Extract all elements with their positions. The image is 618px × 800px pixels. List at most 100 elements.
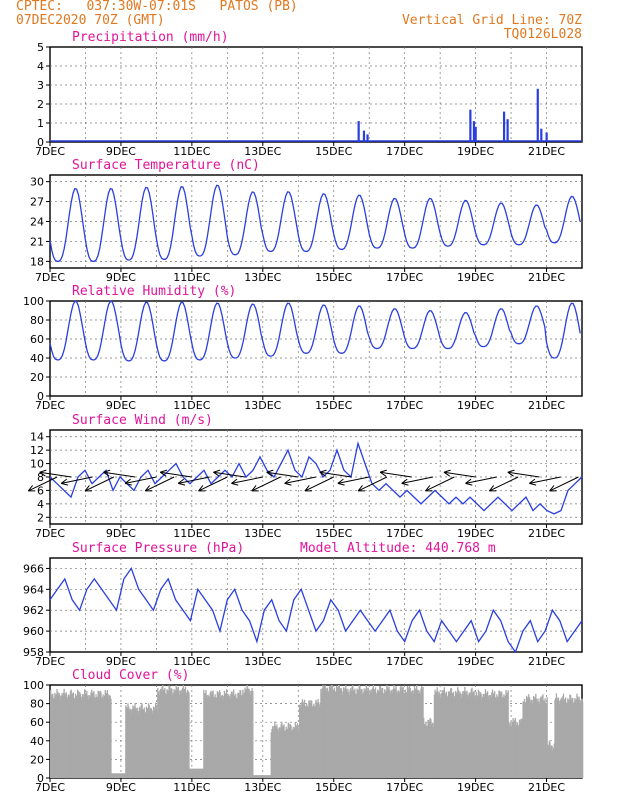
cloud-bar (346, 691, 348, 778)
cloud-bar (345, 688, 348, 778)
cloud-bar (86, 695, 89, 778)
cloud-bar (340, 687, 342, 778)
cloud-bar (161, 686, 163, 778)
cloud-bar (78, 694, 80, 778)
cloud-bar (169, 690, 172, 778)
cloud-bar (149, 710, 151, 778)
y-tick-label: 962 (23, 604, 44, 617)
cloud-bar (250, 695, 252, 778)
wind-arrow-head (213, 469, 221, 477)
cloud-bar (397, 690, 399, 778)
cloud-bar (77, 691, 79, 778)
cloud-bar (540, 699, 543, 778)
cloud-bar (257, 775, 259, 778)
wind-arrow-head (251, 485, 259, 492)
cloud-bar (476, 695, 478, 778)
cloud-bar (210, 690, 212, 778)
cloud-bar (545, 702, 548, 778)
cloud-bar (252, 690, 254, 778)
cloud-bar (450, 688, 453, 778)
cloud-bar (156, 709, 158, 778)
cloud-bar (203, 689, 205, 778)
cloud-bar (317, 699, 319, 778)
precip-bar (474, 126, 477, 142)
cloud-bar (198, 768, 200, 778)
cloud-bar (557, 700, 559, 778)
cloud-bar (320, 688, 322, 778)
cloud-bar (563, 699, 565, 778)
cloud-bar (326, 687, 328, 778)
cloud-bar (100, 692, 102, 778)
y-tick-label: 30 (30, 176, 44, 189)
x-tick-label: 15DEC (315, 781, 352, 794)
cloud-bar (383, 693, 385, 778)
cloud-bar (199, 768, 201, 778)
wind-arrow (231, 476, 263, 484)
cloud-bar (496, 696, 499, 778)
cloud-bar (354, 688, 356, 778)
cloud-bar (234, 696, 236, 778)
cloud-bar (259, 775, 262, 778)
cloud-bar (471, 687, 473, 778)
cloud-bar (152, 706, 155, 778)
cloud-bar (474, 696, 476, 778)
cloud-bar (177, 687, 179, 778)
cloud-bar (239, 689, 241, 778)
cloud-bar (408, 685, 411, 778)
cloud-bar (201, 768, 204, 778)
cloud-bar (518, 726, 520, 778)
x-tick-label: 7DEC (35, 145, 65, 158)
cloud-bar (380, 690, 382, 778)
cloud-bar (567, 699, 570, 778)
x-tick-label: 13DEC (244, 527, 281, 540)
x-tick-label: 21DEC (528, 271, 565, 284)
cloud-bar (357, 690, 360, 778)
cloud-bar (409, 687, 411, 778)
cloud-bar (107, 693, 109, 778)
cloud-bar (254, 775, 256, 778)
cloud-bar (467, 697, 470, 778)
cloud-bar (141, 703, 143, 778)
cloud-bar (301, 699, 304, 778)
cloud-bar (368, 690, 370, 778)
cloud-bar (157, 691, 160, 778)
wind-arrow (425, 476, 455, 492)
cloud-bar (89, 697, 92, 778)
y-tick-label: 0 (37, 390, 44, 403)
model-altitude-note: Model Altitude: 440.768 m (300, 541, 496, 556)
cloud-bar (459, 693, 462, 778)
cloud-bar (439, 694, 441, 778)
cloud-bar (126, 707, 128, 778)
cloud-bar (517, 724, 519, 778)
cloud-bar (220, 695, 223, 778)
cloud-bar (424, 724, 426, 778)
cloud-bar (463, 690, 465, 778)
x-tick-label: 15DEC (315, 271, 352, 284)
cloud-bar (522, 701, 524, 778)
cloud-bar (493, 692, 495, 778)
cloud-bar (267, 775, 270, 778)
wind-arrow-head (549, 485, 557, 492)
cloud-bar (186, 694, 188, 778)
wind-arrow (266, 471, 299, 478)
cloud-bar (481, 699, 483, 778)
cloud-bar (571, 697, 573, 778)
cloud-bar (369, 695, 371, 778)
cloud-bar (245, 689, 248, 778)
cloud-bar (418, 691, 421, 778)
cloud-bar (189, 768, 192, 778)
cloud-bar (554, 699, 556, 778)
y-tick-label: 2 (37, 98, 44, 111)
cloud-bar (59, 699, 62, 778)
cloud-bar (295, 725, 297, 778)
cloud-bar (467, 694, 469, 778)
wind-arrow-head (443, 469, 451, 477)
cloud-bar (117, 773, 119, 778)
cloud-bar (292, 726, 294, 778)
cloud-bar (114, 773, 116, 778)
cloud-bar (301, 702, 303, 778)
x-tick-label: 21DEC (528, 145, 565, 158)
cloud-bar (211, 691, 214, 778)
cloud-bar (132, 705, 134, 778)
y-tick-label: 24 (30, 216, 44, 229)
